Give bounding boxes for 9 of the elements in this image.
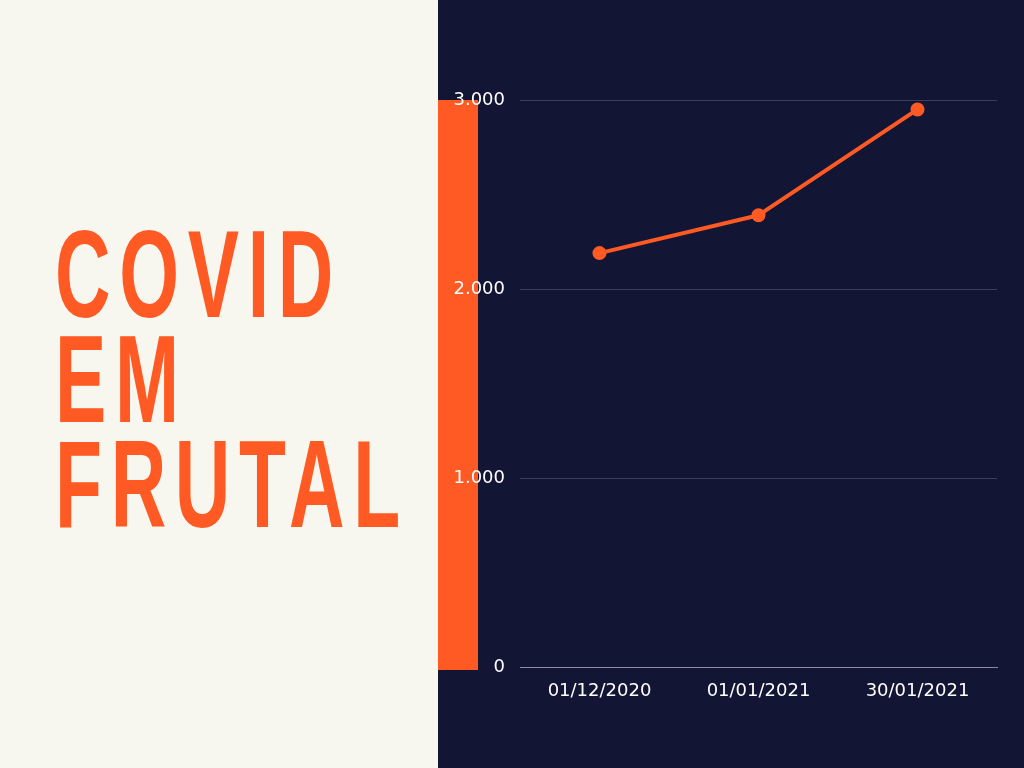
x-tick-label: 01/01/2021: [706, 679, 811, 701]
x-tick-label: 30/01/2021: [865, 679, 970, 701]
point: [910, 102, 925, 117]
x-tick-label: 01/12/2020: [547, 679, 652, 701]
point: [751, 208, 766, 223]
y-tick-label: 0: [493, 654, 505, 676]
y-tick-label: 3.000: [453, 87, 505, 109]
text: COVID EM FRUTAL: [55, 205, 410, 553]
point: [592, 246, 607, 261]
